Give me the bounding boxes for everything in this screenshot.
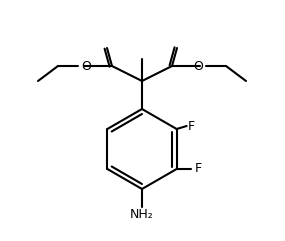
Text: NH₂: NH₂ xyxy=(130,208,154,221)
Text: O: O xyxy=(81,60,91,73)
Text: F: F xyxy=(195,162,202,175)
Text: F: F xyxy=(188,120,195,133)
Text: O: O xyxy=(193,60,203,73)
